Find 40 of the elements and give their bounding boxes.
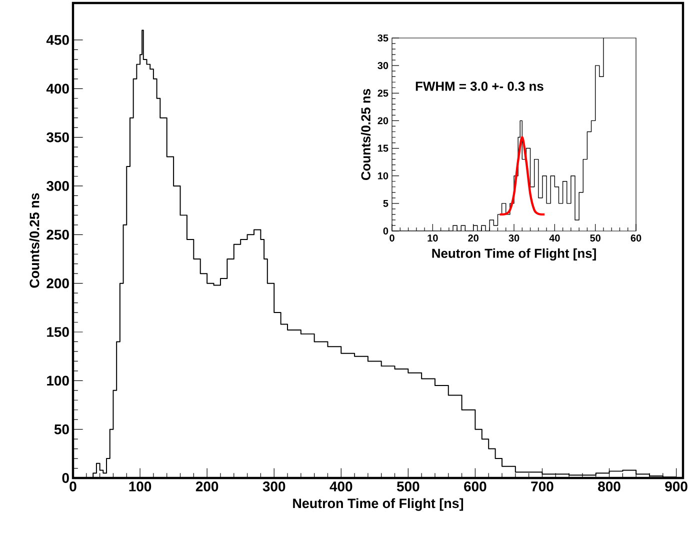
x-axis-title: Neutron Time of Flight [ns] [432,248,596,261]
y-tick-label: 400 [46,84,69,94]
y-tick-label: 5 [383,200,388,207]
y-tick-label: 20 [378,117,388,124]
x-tick-label: 900 [665,482,688,492]
y-tick-label: 250 [46,230,69,240]
x-axis-title: Neutron Time of Flight [ns] [293,498,464,511]
y-tick-label: 300 [46,181,69,191]
x-tick-label: 100 [129,482,152,492]
x-tick-label: 700 [531,482,554,492]
x-tick-label: 800 [598,482,620,492]
x-tick-label: 60 [630,234,642,242]
y-tick-label: 10 [378,172,388,180]
y-tick-label: 25 [378,90,388,97]
y-tick-label: 0 [383,227,388,235]
x-tick-label: 600 [464,482,486,492]
y-axis-title: Counts/0.25 ns [360,88,371,180]
x-tick-label: 10 [428,234,438,242]
x-tick-label: 20 [468,234,478,242]
y-tick-label: 15 [378,144,388,152]
y-tick-label: 30 [378,62,388,70]
x-tick-label: 50 [590,234,600,242]
y-tick-label: 0 [62,473,69,483]
y-tick-label: 350 [46,132,69,142]
x-tick-label: 0 [390,234,394,242]
y-tick-label: 100 [47,376,69,386]
x-tick-label: 0 [70,482,76,492]
x-tick-label: 300 [262,482,286,492]
x-tick-label: 400 [330,482,352,492]
y-tick-label: 450 [46,35,69,45]
y-tick-label: 200 [46,278,69,288]
y-tick-label: 150 [47,327,69,337]
y-axis-title: Counts/0.25 ns [29,193,40,288]
y-tick-label: 50 [54,424,69,434]
y-tick-label: 35 [378,34,388,42]
annotation: FWHM = 3.0 +- 0.3 ns [416,82,544,91]
x-tick-label: 30 [508,234,520,242]
x-tick-label: 40 [549,234,560,242]
x-tick-label: 200 [196,482,218,492]
x-tick-label: 500 [396,482,420,492]
